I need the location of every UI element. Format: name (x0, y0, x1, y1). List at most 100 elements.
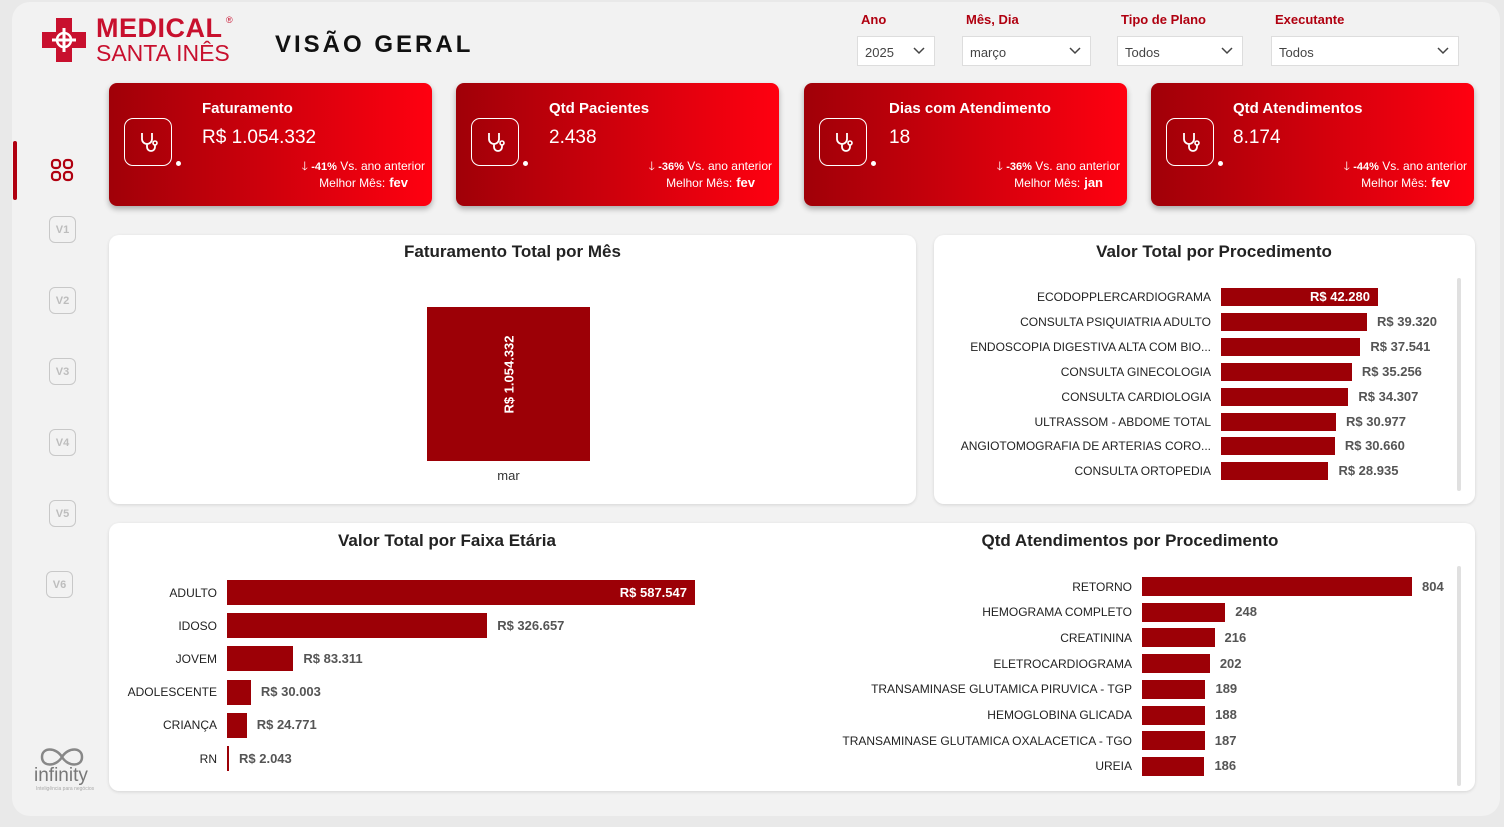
kpi-dot (523, 161, 528, 166)
bar[interactable] (1221, 312, 1367, 331)
data-label: R$ 587.547 (619, 584, 687, 600)
bar[interactable] (1142, 628, 1215, 648)
brand-reg: ® (226, 15, 233, 25)
kpi-best-value: fev (1431, 175, 1450, 190)
kpi-dot (176, 161, 181, 166)
stethoscope-icon (1166, 118, 1214, 166)
kpi-best-label: Melhor Mês: (1361, 176, 1428, 190)
bar[interactable] (1142, 679, 1206, 699)
bar[interactable] (1142, 654, 1210, 674)
bar[interactable] (1142, 731, 1205, 751)
filter-executante-value: Todos (1279, 45, 1314, 60)
bar[interactable] (1221, 337, 1361, 356)
category-label: ULTRASSOM - ABDOME TOTAL (1034, 414, 1211, 429)
filter-mes-value: março (970, 45, 1007, 60)
bar[interactable] (227, 580, 695, 605)
category-label: ECODOPPLERCARDIOGRAMA (1036, 290, 1211, 304)
kpi-value: 8.174 (1233, 127, 1281, 148)
filter-executante-select[interactable]: Todos (1271, 36, 1459, 66)
kpi-dot (871, 161, 876, 166)
bar[interactable] (1221, 462, 1329, 481)
filter-plano-select[interactable]: Todos (1117, 36, 1243, 66)
data-label: R$ 83.311 (303, 650, 363, 666)
data-label: R$ 326.657 (497, 617, 565, 633)
kpi-value: R$ 1.054.332 (202, 127, 317, 148)
kpi-card-faturamento[interactable]: Faturamento R$ 1.054.332 🡓 -41% Vs. ano … (109, 83, 432, 206)
kpi-best-month: Melhor Mês: fev (319, 175, 408, 190)
bar[interactable] (1221, 387, 1349, 406)
chart-qtd-procedimento: RETORNO 804 HEMOGRAMA COMPLETO 248 CREATININ… (785, 573, 1455, 778)
chart-card-bottom (109, 523, 1475, 791)
nav-v2-button[interactable]: V2 (49, 287, 76, 314)
kpi-value: 2.438 (549, 127, 597, 148)
bar[interactable] (1142, 756, 1205, 776)
scrollbar[interactable] (1457, 566, 1461, 786)
chart-faturamento-mes: R$ 1.054.332 mar (109, 270, 916, 500)
bar[interactable] (1142, 705, 1206, 725)
bar[interactable] (1142, 602, 1226, 622)
bar[interactable] (1221, 437, 1335, 456)
data-label: R$ 35.256 (1361, 363, 1422, 379)
nav-v1-button[interactable]: V1 (49, 216, 76, 243)
cross-logo-icon (42, 18, 86, 62)
data-label: 216 (1224, 629, 1247, 645)
kpi-delta: 🡓 -44% Vs. ano anterior (1344, 157, 1467, 178)
scrollbar[interactable] (1457, 278, 1461, 491)
filter-ano-value: 2025 (865, 45, 894, 60)
bar[interactable] (227, 646, 294, 672)
bar[interactable] (1142, 577, 1412, 596)
data-label: 188 (1215, 707, 1237, 722)
category-label: JOVEM (175, 651, 217, 666)
chevron-down-icon (1221, 47, 1233, 55)
filter-label-mes: Mês, Dia (966, 12, 1019, 27)
brand-logo: MEDICAL ® SANTA INÊS (40, 13, 240, 66)
chevron-down-icon (913, 47, 925, 55)
kpi-card-dias[interactable]: Dias com Atendimento 18 🡓 -36% Vs. ano a… (804, 83, 1127, 206)
data-label: 187 (1214, 732, 1237, 748)
filter-mes-select[interactable]: março (962, 36, 1091, 66)
category-label: RN (199, 751, 217, 766)
infinity-icon (40, 748, 84, 766)
category-label: HEMOGRAMA COMPLETO (982, 605, 1132, 620)
bar[interactable] (1221, 362, 1352, 381)
kpi-best-month: Melhor Mês: jan (1014, 175, 1103, 190)
data-label: R$ 28.935 (1338, 463, 1399, 479)
data-label: R$ 30.003 (260, 684, 321, 700)
stethoscope-icon (819, 118, 867, 166)
kpi-card-pacientes[interactable]: Qtd Pacientes 2.438 🡓 -36% Vs. ano anter… (456, 83, 779, 206)
kpi-dot (1218, 161, 1223, 166)
kpi-delta: 🡓 -36% Vs. ano anterior (997, 157, 1120, 178)
infinity-logo: infinity Inteligência para negócios (34, 745, 104, 795)
kpi-delta-pct: -36% (1006, 161, 1032, 173)
data-label: 202 (1219, 655, 1242, 671)
nav-v3-button[interactable]: V3 (49, 358, 76, 385)
category-label: CONSULTA PSIQUIATRIA ADULTO (1020, 314, 1211, 329)
category-label: CREATININA (1060, 630, 1132, 645)
category-label: HEMOGLOBINA GLICADA (987, 708, 1132, 722)
kpi-card-atendimentos[interactable]: Qtd Atendimentos 8.174 🡓 -44% Vs. ano an… (1151, 83, 1474, 206)
nav-v4-button[interactable]: V4 (49, 429, 76, 456)
kpi-delta-text: Vs. ano anterior (1035, 159, 1120, 173)
bar[interactable] (227, 712, 247, 738)
kpi-delta-text: Vs. ano anterior (687, 159, 772, 173)
data-label: 189 (1215, 681, 1238, 697)
kpi-best-month: Melhor Mês: fev (1361, 175, 1450, 190)
category-label: IDOSO (178, 618, 217, 633)
nav-v6-button[interactable]: V6 (46, 571, 73, 598)
kpi-delta-pct: -41% (311, 161, 337, 173)
kpi-delta-pct: -36% (658, 161, 684, 173)
filter-label-ano: Ano (861, 12, 887, 27)
bar[interactable] (227, 746, 229, 771)
filter-plano-value: Todos (1125, 45, 1160, 60)
bar[interactable] (1221, 412, 1337, 431)
bar[interactable] (227, 613, 488, 639)
nav-overview-button[interactable] (49, 157, 77, 185)
stethoscope-icon (124, 118, 172, 166)
bar[interactable] (227, 679, 251, 705)
nav-v5-button[interactable]: V5 (49, 500, 76, 527)
nav-active-indicator (13, 141, 17, 200)
bar[interactable] (1221, 288, 1378, 306)
bar[interactable] (427, 307, 590, 461)
filter-ano-select[interactable]: 2025 (857, 36, 935, 66)
kpi-delta-text: Vs. ano anterior (1382, 159, 1467, 173)
